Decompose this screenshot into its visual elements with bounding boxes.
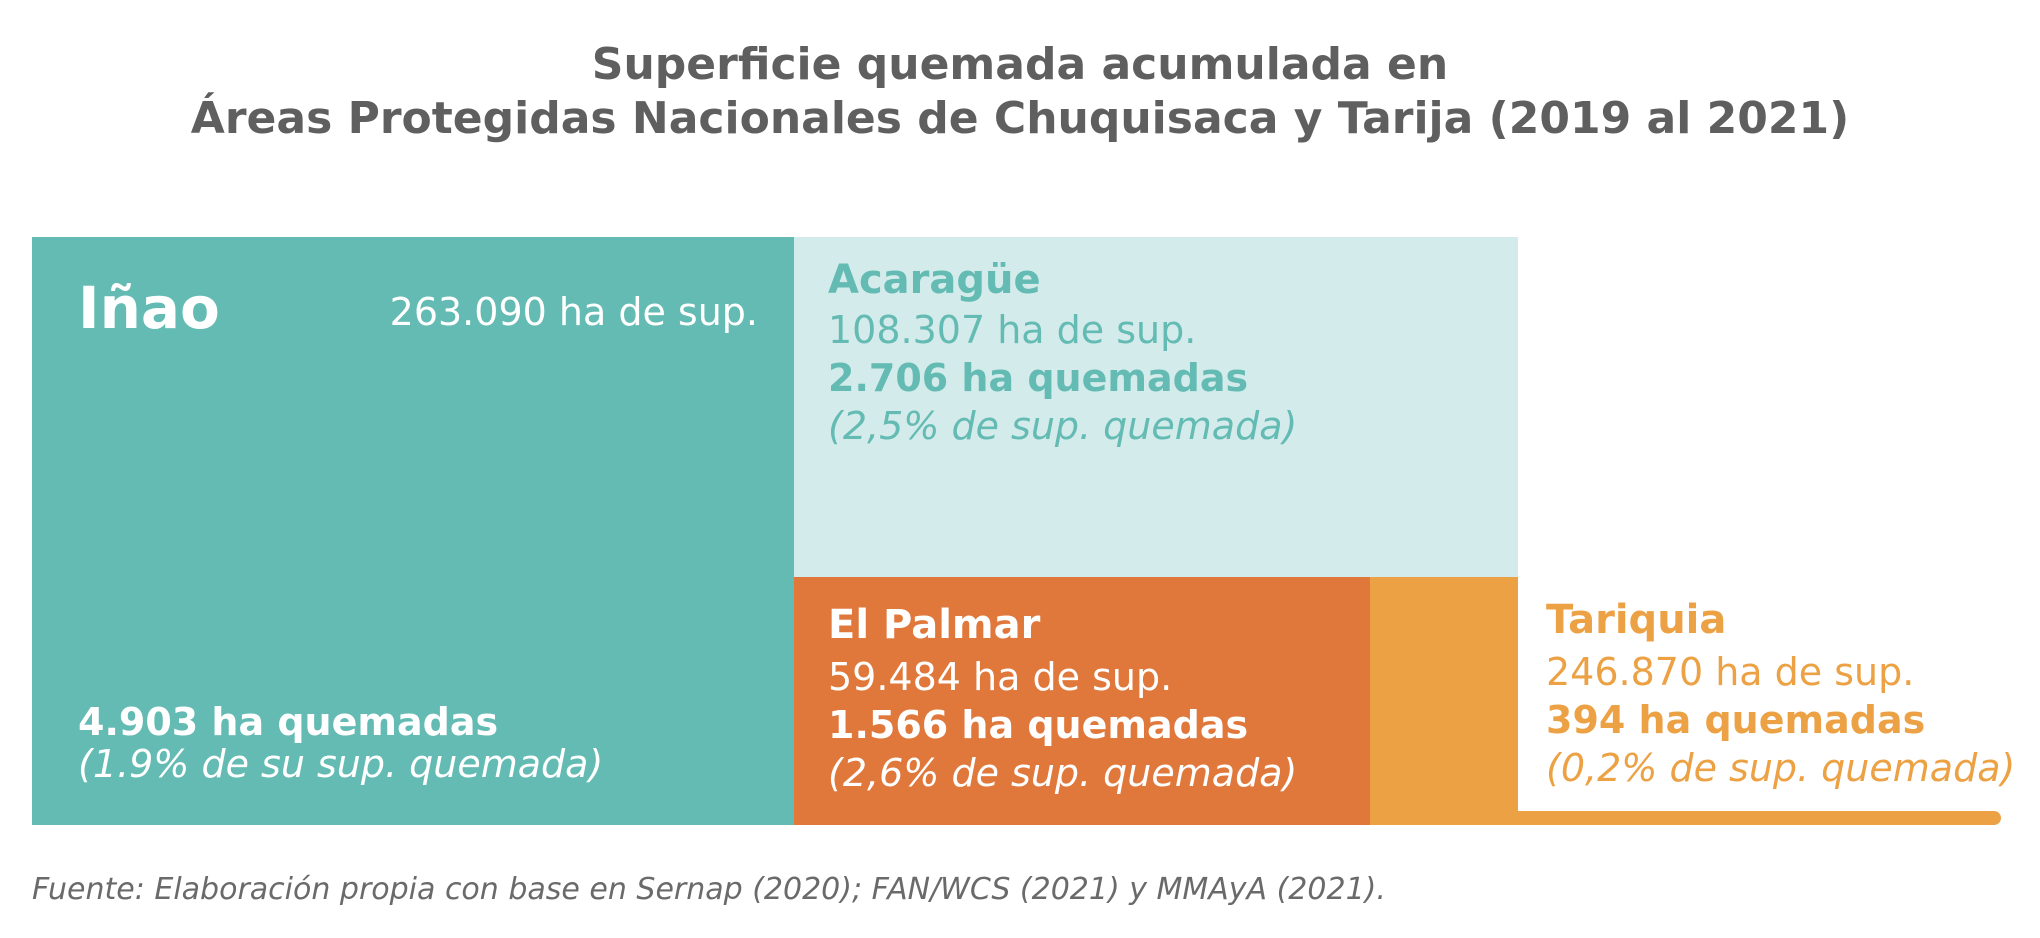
label-tariquia-pct: (0,2% de sup. quemada) (1546, 746, 2016, 790)
label-tariquia-name: Tariquia (1546, 597, 1727, 643)
label-el-palmar-burned: 1.566 ha quemadas (828, 703, 1249, 747)
label-el-palmar-pct: (2,6% de sup. quemada) (828, 751, 1298, 795)
label-inao-name: Iñao (78, 274, 220, 342)
label-tariquia-area: 246.870 ha de sup. (1546, 650, 1915, 694)
label-tariquia-burned: 394 ha quemadas (1546, 698, 1926, 742)
tariquia-bar (1518, 811, 2001, 825)
label-inao-pct: (1.9% de su sup. quemada) (78, 742, 604, 786)
source-note: Fuente: Elaboración propia con base en S… (32, 872, 1386, 907)
chart-title-line-2: Áreas Protegidas Nacionales de Chuquisac… (190, 93, 1850, 144)
label-el-palmar-area: 59.484 ha de sup. (828, 655, 1173, 699)
label-acaraguee-area: 108.307 ha de sup. (828, 308, 1197, 352)
label-acaraguee-name: Acaragüe (828, 257, 1041, 303)
label-acaraguee-pct: (2,5% de sup. quemada) (828, 404, 1298, 448)
block-inao (32, 237, 794, 825)
chart-title-line-1: Superficie quemada acumulada en (591, 39, 1449, 90)
block-tariquia (1370, 577, 1518, 825)
label-inao-area: 263.090 ha de sup. (389, 290, 758, 334)
label-el-palmar-name: El Palmar (828, 602, 1041, 648)
label-acaraguee-burned: 2.706 ha quemadas (828, 356, 1249, 400)
block-el-palmar (794, 577, 1370, 825)
block-acaraguee (794, 237, 1518, 577)
label-inao-burned: 4.903 ha quemadas (78, 700, 499, 744)
